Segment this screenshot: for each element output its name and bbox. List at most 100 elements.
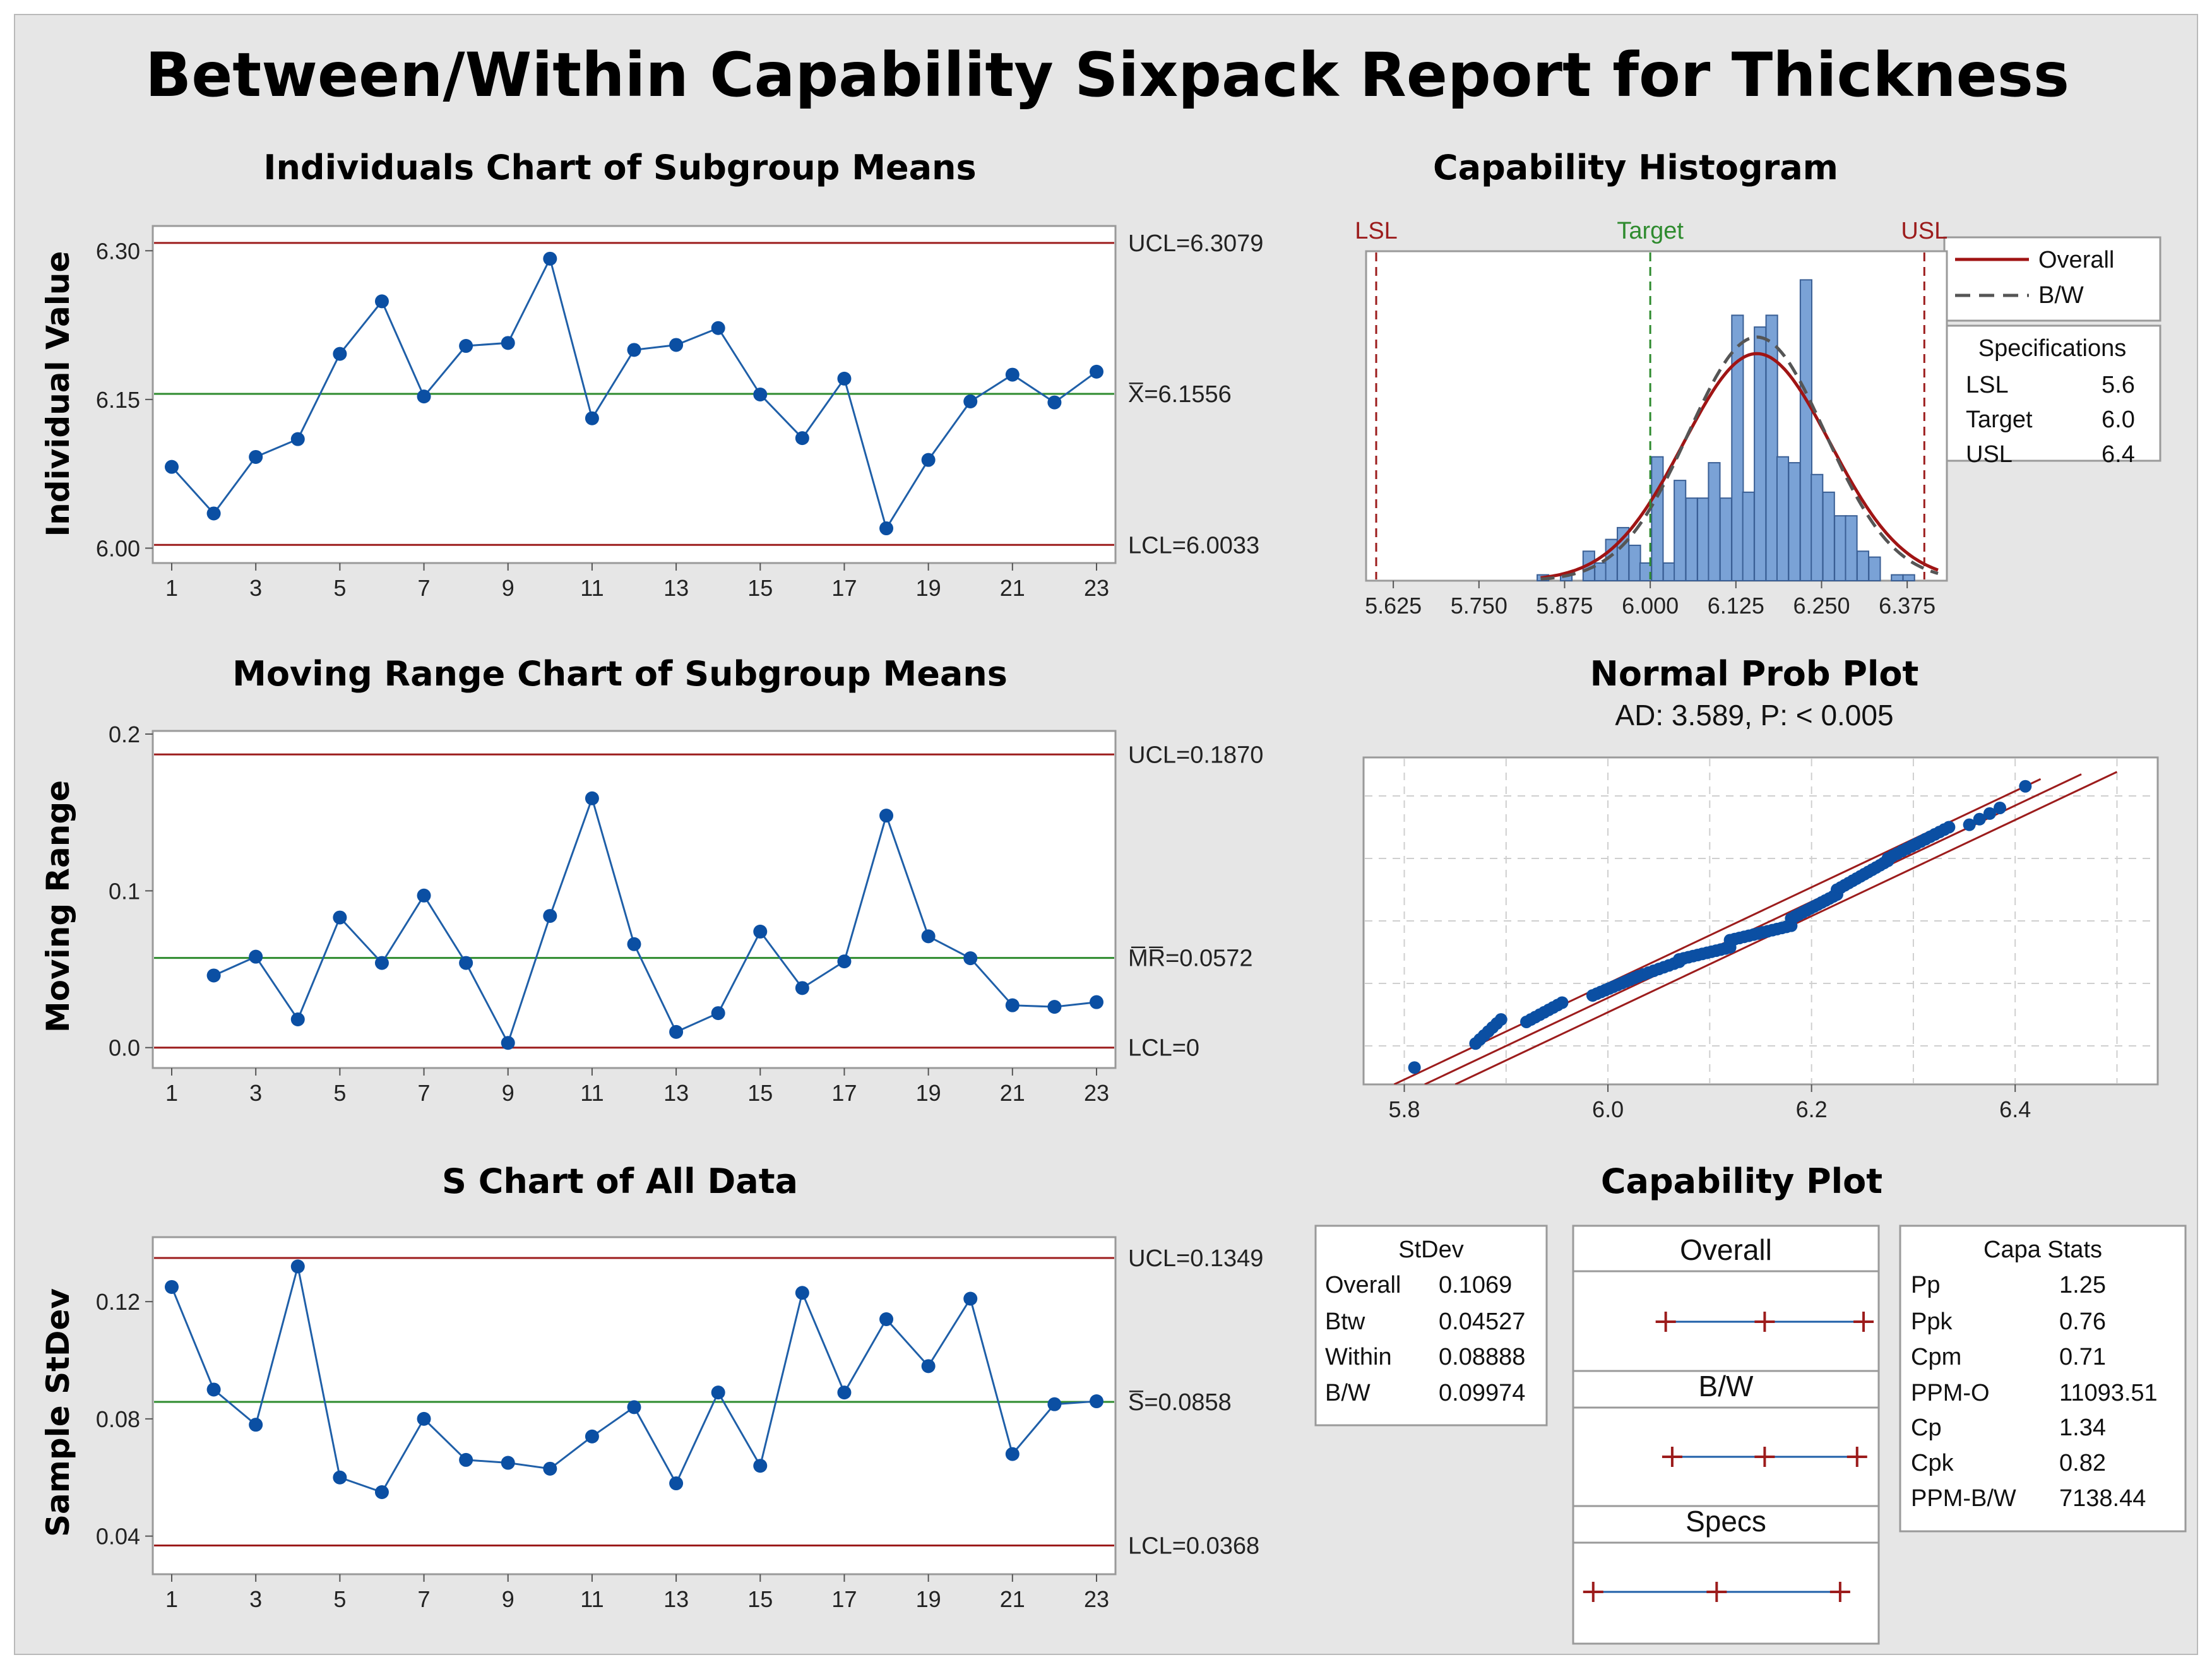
s-chart-limit-label: LCL=0.0368 xyxy=(1128,1533,1259,1559)
moving-range-xtick-label: 9 xyxy=(502,1080,514,1106)
s-chart-point xyxy=(374,1485,389,1499)
individuals-point xyxy=(837,371,852,386)
histogram-bar xyxy=(1731,314,1744,581)
s-chart-y-label: Sample StDev xyxy=(40,1288,76,1537)
normal-prob-point xyxy=(1973,812,1986,826)
normal-prob-title: Normal Prob Plot xyxy=(1590,654,1919,694)
moving-range-point xyxy=(879,809,894,823)
moving-range-point xyxy=(753,924,768,939)
moving-range-point xyxy=(1047,1000,1062,1014)
s-chart-xtick-label: 19 xyxy=(916,1586,941,1612)
moving-range-xtick-label: 19 xyxy=(916,1080,941,1106)
moving-range-chart: Moving Range Chart of Subgroup Means Mov… xyxy=(40,654,1263,1106)
histogram-bar xyxy=(1594,562,1607,581)
moving-range-xtick-label: 15 xyxy=(747,1080,773,1106)
individuals-xtick-label: 5 xyxy=(333,575,346,601)
histogram-xtick-label: 6.250 xyxy=(1793,593,1850,619)
s-chart-point xyxy=(290,1259,305,1274)
s-chart-point xyxy=(669,1476,684,1491)
moving-range-xtick-label: 21 xyxy=(1000,1080,1025,1106)
s-chart-xtick-label: 7 xyxy=(418,1586,431,1612)
histogram-bar xyxy=(1834,515,1847,582)
histogram-title: Capability Histogram xyxy=(1433,148,1838,187)
histogram-bar xyxy=(1651,456,1664,582)
normal-prob-subtitle: AD: 3.589, P: < 0.005 xyxy=(1615,699,1893,732)
moving-range-xtick-label: 1 xyxy=(165,1080,178,1106)
individuals-point xyxy=(417,389,431,404)
individuals-point xyxy=(711,321,725,335)
capa-ppmo-value: 11093.51 xyxy=(2059,1380,2158,1406)
moving-range-limit-label: LCL=0 xyxy=(1128,1035,1199,1062)
capa-stats-box xyxy=(1899,1225,2187,1533)
moving-range-point xyxy=(963,951,978,966)
histogram-bar xyxy=(1719,497,1732,581)
s-chart-point xyxy=(1005,1447,1020,1461)
moving-range-series-line xyxy=(213,795,1097,1046)
moving-range-xtick-label: 11 xyxy=(580,1080,604,1106)
capa-stats-title: Capa Stats xyxy=(1983,1237,2102,1263)
specifications-box xyxy=(1943,324,2161,462)
stdev-overall-label: Overall xyxy=(1325,1272,1401,1298)
s-chart-center-label: S̅=0.0858 xyxy=(1128,1389,1232,1416)
histogram-xtick-label: 6.000 xyxy=(1622,593,1679,619)
moving-range-point xyxy=(249,949,263,964)
individuals-xtick-label: 17 xyxy=(831,575,857,601)
stdev-overall-value: 0.1069 xyxy=(1439,1272,1512,1298)
normal-prob-xtick-label: 5.8 xyxy=(1388,1096,1420,1122)
individuals-chart-title: Individuals Chart of Subgroup Means xyxy=(263,148,976,187)
capa-ppmo-label: PPM-O xyxy=(1911,1380,1990,1406)
s-chart-point xyxy=(333,1470,347,1485)
individuals-point xyxy=(290,432,305,446)
individuals-point xyxy=(206,506,221,521)
overall-curve xyxy=(1540,352,1939,579)
moving-range-point xyxy=(585,791,599,805)
legend-bw-label: B/W xyxy=(2038,282,2084,309)
stdev-bw-label: B/W xyxy=(1325,1380,1371,1406)
moving-range-point xyxy=(543,909,557,923)
s-chart-xtick-label: 5 xyxy=(333,1586,346,1612)
s-chart-ytick-label: 0.08 xyxy=(96,1406,140,1432)
moving-range-point xyxy=(837,954,852,969)
individuals-point xyxy=(459,339,473,353)
capa-cp-label: Cp xyxy=(1911,1415,1942,1441)
s-chart-point xyxy=(1090,1394,1103,1409)
moving-range-point xyxy=(374,956,389,970)
moving-range-limit-label: UCL=0.1870 xyxy=(1128,742,1263,768)
normal-prob-point xyxy=(1963,818,1976,831)
s-chart-xtick-label: 13 xyxy=(663,1586,689,1612)
histogram-bar xyxy=(1799,279,1812,581)
capa-ppk-label: Ppk xyxy=(1911,1308,1953,1335)
spec-label-usl: USL xyxy=(1901,218,1947,244)
moving-range-point xyxy=(795,981,809,995)
histogram-bar xyxy=(1708,462,1721,581)
histogram-bar xyxy=(1697,497,1710,581)
moving-range-point xyxy=(417,888,431,903)
individuals-point xyxy=(753,388,768,401)
s-chart-xtick-label: 3 xyxy=(249,1586,262,1612)
individuals-limit-label: UCL=6.3079 xyxy=(1128,230,1263,257)
histogram-bar xyxy=(1754,326,1767,581)
histogram-bar xyxy=(1628,544,1641,581)
s-chart-point xyxy=(459,1452,473,1467)
individuals-point xyxy=(374,294,389,309)
individuals-ytick-label: 6.15 xyxy=(96,387,140,413)
stdev-box xyxy=(1314,1225,1548,1427)
moving-range-y-label: Moving Range xyxy=(40,780,76,1033)
histogram-bar xyxy=(1765,314,1778,581)
normal-prob-xtick-label: 6.0 xyxy=(1592,1096,1624,1122)
individuals-point xyxy=(627,343,641,357)
capa-cp-value: 1.34 xyxy=(2059,1415,2106,1441)
histogram-bar xyxy=(1662,562,1675,581)
moving-range-point xyxy=(501,1036,515,1050)
s-chart-xtick-label: 9 xyxy=(502,1586,514,1612)
capa-pp-value: 1.25 xyxy=(2059,1272,2106,1298)
spec-usl-value: 6.4 xyxy=(2102,441,2135,468)
individuals-xtick-label: 11 xyxy=(580,575,604,601)
stdev-within-label: Within xyxy=(1325,1344,1392,1370)
normal-prob-point xyxy=(1408,1061,1421,1074)
spec-label-target: Target xyxy=(1617,218,1684,244)
s-chart-title: S Chart of All Data xyxy=(442,1161,798,1201)
normal-prob-point xyxy=(1942,821,1956,834)
individuals-xtick-label: 1 xyxy=(165,575,178,601)
individuals-point xyxy=(501,336,515,350)
